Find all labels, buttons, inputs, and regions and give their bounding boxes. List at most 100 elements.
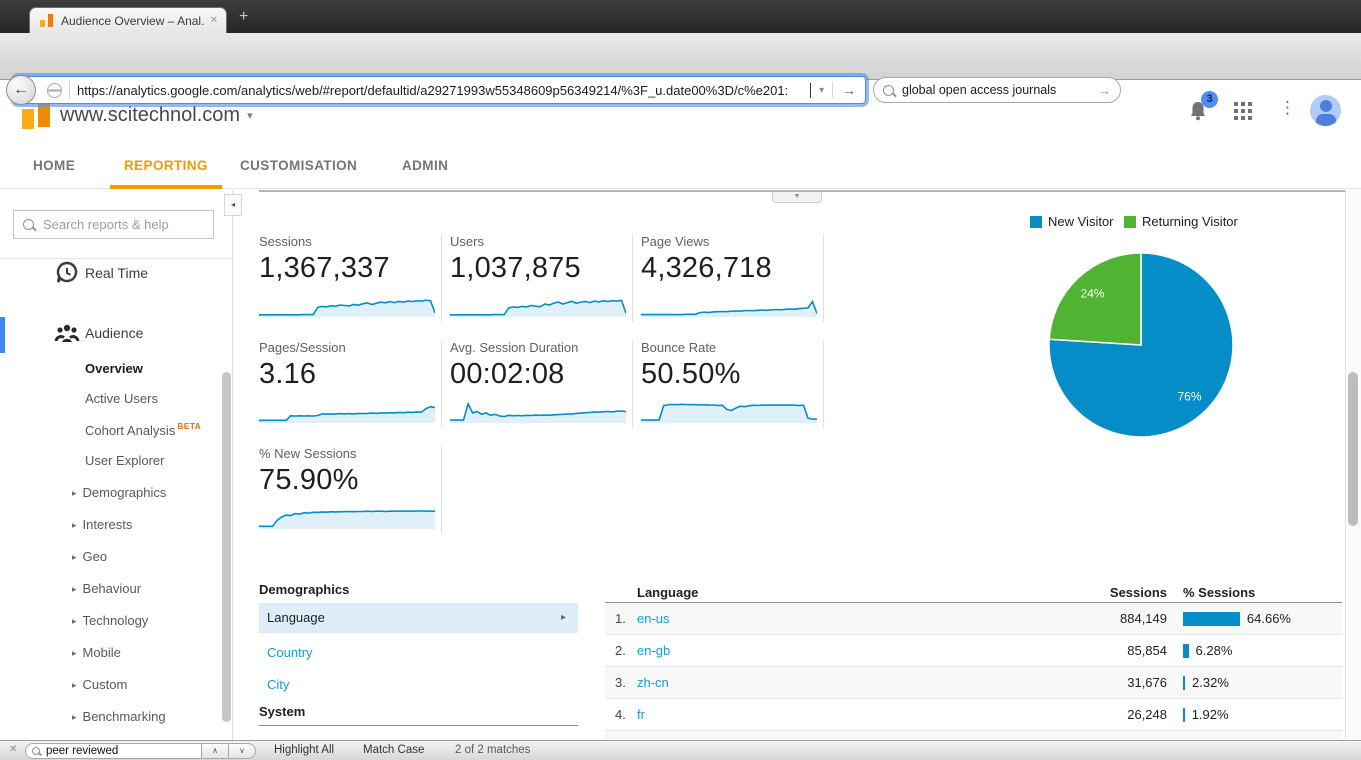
sidebar-item-active-users[interactable]: Active Users (85, 391, 158, 406)
search-icon (23, 219, 34, 230)
url-text[interactable]: https://analytics.google.com/analytics/w… (77, 82, 789, 98)
sidebar-search-input[interactable] (43, 217, 193, 232)
language-link[interactable]: en-gb (637, 643, 671, 658)
metric-card-pages-session[interactable]: Pages/Session 3.16 (259, 340, 439, 432)
report-sidebar: Real Time Audience Overview Active Users… (0, 190, 233, 740)
dimension-language[interactable]: Language ▸ (259, 603, 578, 633)
tab-close-icon[interactable]: ✕ (209, 15, 218, 26)
language-link[interactable]: en-us (637, 611, 670, 626)
real-time-icon (56, 261, 78, 283)
sidebar-search-box[interactable] (13, 210, 214, 239)
metric-card-avg-session-duration[interactable]: Avg. Session Duration 00:02:08 (450, 340, 630, 432)
metric-label: Users (450, 234, 484, 249)
sidebar-item-behaviour[interactable]: ▸ Behaviour (72, 581, 142, 596)
nav-tab-reporting[interactable]: REPORTING (110, 143, 222, 189)
language-link[interactable]: zh-cn (637, 675, 669, 690)
legend-swatch-new (1030, 215, 1042, 228)
url-history-dropdown-icon[interactable]: ▾ (818, 84, 824, 96)
more-options-icon[interactable]: ⋮ (1279, 98, 1296, 117)
metric-value: 00:02:08 (450, 358, 565, 390)
metric-value: 1,037,875 (450, 252, 581, 284)
property-selector[interactable]: www.scitechnol.com ▾ (60, 104, 253, 126)
match-count-text: 2 of 2 matches (455, 744, 531, 756)
highlight-all-button[interactable]: Highlight All (274, 744, 335, 756)
browser-toolbar: ← https://analytics.google.com/analytics… (0, 33, 1361, 105)
sidebar-item-technology[interactable]: ▸ Technology (72, 613, 149, 628)
sidebar-item-geo[interactable]: ▸ Geo (72, 549, 108, 564)
col-language[interactable]: Language (637, 584, 699, 600)
legend-returning-visitor[interactable]: Returning Visitor (1124, 214, 1238, 229)
google-apps-grid-icon[interactable] (1234, 102, 1252, 120)
expand-arrow-icon: ▸ (72, 648, 77, 658)
nav-tab-admin[interactable]: ADMIN (402, 158, 449, 173)
row-rank: 1. (615, 611, 626, 626)
row-rank: 2. (615, 643, 626, 658)
site-identity-globe-icon[interactable] (47, 82, 62, 98)
metric-card-users[interactable]: Users 1,037,875 (450, 234, 630, 326)
sidebar-item-interests[interactable]: ▸ Interests (72, 517, 133, 532)
table-row: 2. en-gb 85,854 6.28% (605, 635, 1342, 667)
metric-value: 50.50% (641, 358, 741, 390)
sidebar-item-mobile[interactable]: ▸ Mobile (72, 645, 121, 660)
sidebar-scrollbar[interactable] (222, 372, 231, 722)
metric-sparkline (641, 299, 817, 317)
find-next-button[interactable]: ∨ (229, 743, 256, 759)
sidebar-collapse-button[interactable]: ◂ (224, 194, 242, 216)
pie-slice-returning-visitor[interactable] (1048, 252, 1142, 346)
metric-card-sessions[interactable]: Sessions 1,367,337 (259, 234, 439, 326)
expand-arrow-icon: ▸ (72, 680, 77, 690)
metric-card-bounce-rate[interactable]: Bounce Rate 50.50% (641, 340, 821, 432)
sidebar-item-cohort-analysis[interactable]: Cohort Analysis BETA (85, 421, 202, 438)
new-tab-button[interactable]: + (239, 8, 249, 25)
sidebar-item-custom[interactable]: ▸ Custom (72, 677, 128, 692)
expand-arrow-icon: ▸ (72, 520, 77, 530)
metric-sparkline (259, 299, 435, 317)
notifications-bell-icon[interactable] (1188, 100, 1208, 122)
sidebar-item-benchmarking[interactable]: ▸ Benchmarking (72, 709, 166, 724)
metric-sparkline (450, 299, 626, 317)
browser-search-value[interactable]: global open access journals (902, 83, 1057, 97)
find-input[interactable]: peer reviewed (25, 743, 202, 759)
expand-arrow-icon: ▸ (72, 584, 77, 594)
search-go-icon[interactable]: → (1098, 82, 1111, 98)
match-case-button[interactable]: Match Case (363, 744, 425, 756)
account-avatar[interactable] (1310, 95, 1341, 126)
find-query[interactable]: peer reviewed (46, 745, 119, 757)
pct-cell: 6.28% (1183, 643, 1342, 658)
pie-slice-label: 24% (1080, 286, 1104, 300)
notification-count-badge[interactable]: 3 (1201, 91, 1218, 108)
language-link[interactable]: fr (637, 707, 645, 722)
metric-card--new-sessions[interactable]: % New Sessions 75.90% (259, 446, 439, 538)
metric-label: Sessions (259, 234, 312, 249)
metric-value: 75.90% (259, 464, 359, 496)
col-sessions[interactable]: Sessions (1109, 584, 1167, 600)
dimension-country[interactable]: Country (267, 645, 313, 660)
back-button[interactable]: ← (6, 75, 36, 105)
go-button[interactable]: → (832, 82, 865, 98)
sidebar-item-overview[interactable]: Overview (85, 361, 143, 376)
browser-search-bar[interactable]: global open access journals → (873, 77, 1121, 103)
sessions-value: 884,149 (1120, 611, 1167, 626)
sidebar-item-demographics[interactable]: ▸ Demographics (72, 485, 167, 500)
row-rank: 3. (615, 675, 626, 690)
nav-tab-customisation[interactable]: CUSTOMISATION (240, 158, 358, 173)
property-caret-icon: ▾ (247, 110, 253, 122)
collapse-chart-button[interactable]: ▼ (772, 192, 822, 203)
search-icon (883, 84, 894, 96)
metric-label: % New Sessions (259, 446, 357, 461)
pct-bar (1183, 675, 1186, 690)
find-previous-button[interactable]: ∧ (202, 743, 229, 759)
nav-tab-home[interactable]: HOME (33, 158, 76, 173)
sidebar-item-user-explorer[interactable]: User Explorer (85, 453, 165, 468)
report-main: ▼ Sessions 1,367,337 Users 1,037,875 Page Vi… (233, 190, 1361, 740)
main-scrollbar[interactable] (1348, 372, 1358, 526)
metric-card-page-views[interactable]: Page Views 4,326,718 (641, 234, 821, 326)
pct-value: 1.92% (1191, 707, 1229, 722)
legend-new-visitor[interactable]: New Visitor (1030, 214, 1114, 229)
dimension-city[interactable]: City (267, 677, 290, 692)
col-pct-sessions[interactable]: % Sessions (1183, 584, 1256, 600)
findbar-close-icon[interactable]: ✕ (9, 744, 18, 755)
browser-tab[interactable]: Audience Overview – Anal... ✕ (29, 7, 227, 33)
pct-bar (1183, 643, 1189, 658)
url-bar[interactable]: https://analytics.google.com/analytics/w… (14, 76, 866, 104)
